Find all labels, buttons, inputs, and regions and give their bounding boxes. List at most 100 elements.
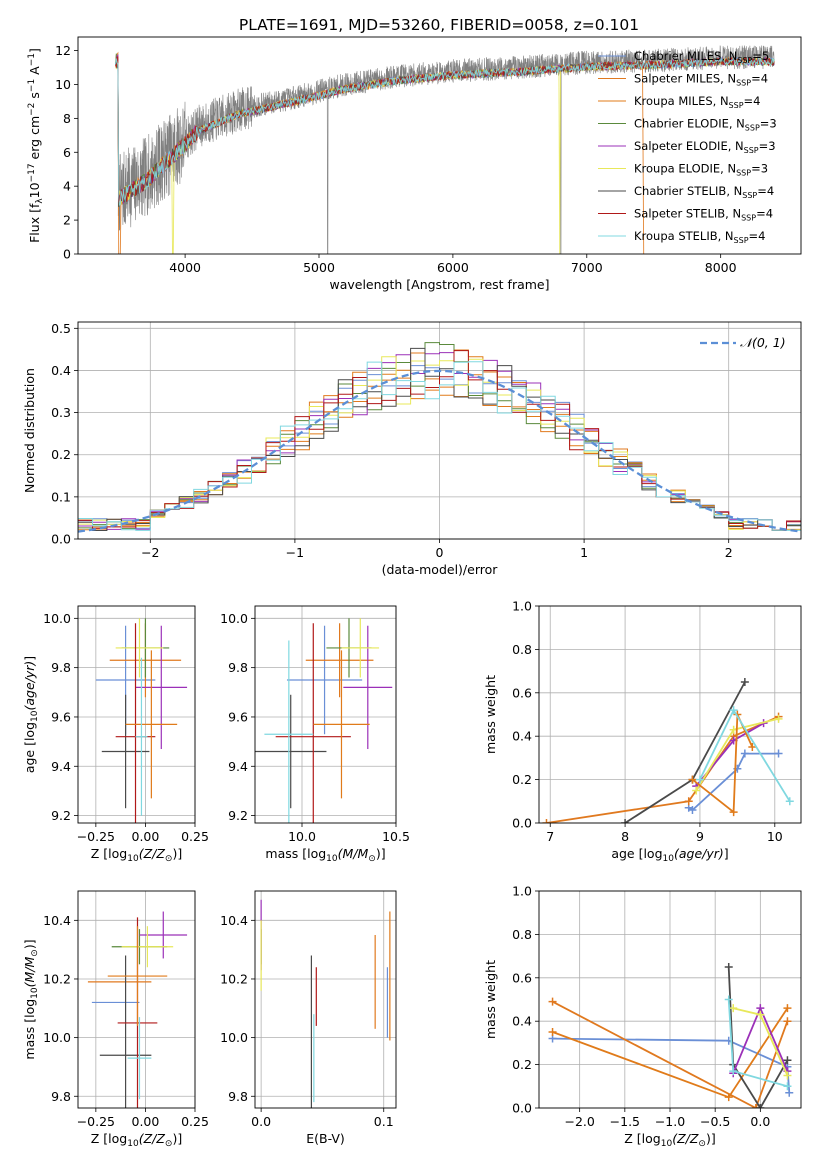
y-tick-label: 10.2 xyxy=(220,971,248,986)
legend-entry-sub: SSP xyxy=(744,146,759,155)
x-tick-label: 0.00 xyxy=(132,829,160,844)
x-tick-label: 10.0 xyxy=(288,829,316,844)
x-axis-label-sub: 10 xyxy=(661,1139,673,1149)
y-tick-label: 9.2 xyxy=(228,808,248,823)
x-tick-label: 10.5 xyxy=(382,829,410,844)
panel-mass-age: 10.0 10.5 9.2 9.4 9.6 9.8 10.0 mass [log10(M/M⊙… xyxy=(220,605,410,864)
axes-frame xyxy=(538,605,802,824)
legend-entry: Salpeter ELODIE, NSSP=3 xyxy=(634,139,776,155)
x-tick-label: −1.5 xyxy=(610,1114,640,1129)
x-axis-label-sub: 10 xyxy=(663,854,675,864)
y-tick-label: 10.0 xyxy=(43,1030,71,1045)
y-tick-label: 9.8 xyxy=(51,1089,71,1104)
legend-entry-sub: SSP xyxy=(742,191,757,200)
x-axis-label-sub: ⊙ xyxy=(165,854,173,864)
legend-entry-n: =5 xyxy=(752,49,769,63)
y-axis-label-tail: (M/M xyxy=(22,957,37,988)
x-axis-label: Z [log10(Z/Z⊙)] xyxy=(91,1131,182,1149)
y-tick-label: 0.1 xyxy=(51,489,71,504)
x-axis-label-tail: (Z/Z xyxy=(672,1131,699,1146)
weight-marker xyxy=(785,797,794,806)
x-tick-label: 0.0 xyxy=(251,1114,271,1129)
y-tick-label: 0.5 xyxy=(51,321,71,336)
plot-area xyxy=(95,618,188,823)
x-tick-label: −2.0 xyxy=(564,1114,594,1129)
y-tick-label: 9.2 xyxy=(51,808,71,823)
panel-z-mass: −0.25 0.00 0.25 9.8 10.0 10.2 10.4 Z [log10(Z/Z… xyxy=(22,890,209,1149)
figure-title: PLATE=1691, MJD=53260, FIBERID=0058, z=0… xyxy=(239,16,639,34)
weight-marker xyxy=(756,1104,765,1108)
weight-line xyxy=(727,966,789,1108)
plot-area xyxy=(548,962,794,1108)
x-axis-label: Z [log10(Z/Z⊙)] xyxy=(624,1131,715,1149)
panel-z-weight: −2.0 −1.5 −1.0 −0.5 0.0 0.0 0.2 0.4 0.6 0.8 1.0 Z [… xyxy=(483,884,802,1149)
x-tick-label: −0.25 xyxy=(77,829,115,844)
legend-entry-n: =4 xyxy=(756,207,773,221)
y-tick-label: 0.2 xyxy=(512,772,532,787)
y-tick-label: 0.8 xyxy=(512,642,532,657)
x-tick-label: 0.25 xyxy=(181,829,209,844)
x-tick-label: 7000 xyxy=(571,260,603,275)
y-tick-label: 9.8 xyxy=(51,660,71,675)
legend-entry-sub: SSP xyxy=(745,124,760,133)
legend-entry: Kroupa STELIB, NSSP=4 xyxy=(634,229,765,245)
x-axis-label: Z [log10(Z/Z⊙)] xyxy=(91,846,182,864)
weight-line xyxy=(691,714,754,814)
x-axis-label-sub: ⊙ xyxy=(698,1139,706,1149)
weight-marker xyxy=(724,962,733,971)
axes-frame xyxy=(77,36,802,255)
legend-entry-n: =3 xyxy=(760,117,777,131)
y-tick-label: 0.3 xyxy=(51,405,71,420)
panel-age-weight: 7 8 9 10 0.0 0.2 0.4 0.6 0.8 1.0 age [log10(age/yr… xyxy=(483,599,802,864)
y-tick-label: 9.4 xyxy=(228,759,248,774)
x-axis-label-sub: 10 xyxy=(127,1139,139,1149)
y-axis-label-sup: −2 xyxy=(27,103,37,116)
y-tick-label: 0.6 xyxy=(512,685,532,700)
y-axis-label-tail: )] xyxy=(22,939,37,949)
y-tick-label: 8 xyxy=(63,111,71,126)
y-tick-label: 10.4 xyxy=(43,913,71,928)
legend-entry: Kroupa ELODIE, NSSP=3 xyxy=(634,162,768,178)
y-axis-label-sub: ⊙ xyxy=(30,949,40,957)
residual-legend: 𝒩(0, 1) xyxy=(700,335,786,350)
legend-entry-sub: SSP xyxy=(734,236,749,245)
x-tick-label: 10 xyxy=(767,829,783,844)
weight-marker xyxy=(783,1071,792,1080)
y-axis-label: Flux [fλ10−17 erg cm−2 s−1 A−1] xyxy=(27,48,45,243)
legend-entry: Kroupa MILES, NSSP=4 xyxy=(634,94,760,110)
axes-decoration: 10.0 10.5 9.2 9.4 9.6 9.8 10.0 mass [log10(M/M⊙… xyxy=(220,605,410,864)
axes-decoration: 0.0 0.1 9.8 10.0 10.2 10.4 E(B-V) xyxy=(220,890,397,1146)
axes-decoration: −0.25 0.00 0.25 9.8 10.0 10.2 10.4 Z [log10(Z/Z… xyxy=(22,890,209,1149)
weight-marker xyxy=(783,1082,792,1091)
y-tick-label: 10.2 xyxy=(43,971,71,986)
legend-entry-sub: SSP xyxy=(736,169,751,178)
legend-entry-n: =3 xyxy=(759,139,776,153)
panel-spectrum: 4000 5000 6000 7000 8000 0 2 4 6 8 10 12 wavelength … xyxy=(27,36,802,292)
legend-entry-sub: SSP xyxy=(736,79,751,88)
normal-reference-curve xyxy=(78,369,801,533)
x-axis-label-sub: ⊙ xyxy=(368,854,376,864)
y-tick-label: 0 xyxy=(63,247,71,262)
x-axis-label: mass [log10(M/M⊙)] xyxy=(265,846,385,864)
y-tick-label: 10.0 xyxy=(220,611,248,626)
y-axis-label-tail: (age/yr) xyxy=(22,661,37,711)
legend-entry-n: =4 xyxy=(757,184,774,198)
y-axis-label-tail: erg cm xyxy=(27,116,42,164)
weight-marker xyxy=(729,808,738,817)
panels: 4000 5000 6000 7000 8000024681012wavelength … xyxy=(22,36,802,1149)
y-axis-label-tail: ] xyxy=(27,48,42,53)
y-tick-label: 9.8 xyxy=(228,660,248,675)
axes-frame xyxy=(77,321,802,540)
x-tick-label: 7 xyxy=(546,829,554,844)
x-tick-label: 1 xyxy=(580,545,588,560)
x-axis-label-tail: )] xyxy=(706,1131,716,1146)
weight-line xyxy=(552,1037,791,1093)
axes-frame xyxy=(538,890,802,1109)
y-axis-label: mass [log10(M/M⊙)] xyxy=(22,939,40,1059)
weight-marker xyxy=(748,743,757,752)
y-tick-label: 0.4 xyxy=(51,363,71,378)
weight-marker xyxy=(783,1017,792,1026)
x-tick-label: 8000 xyxy=(705,260,737,275)
y-tick-label: 9.8 xyxy=(228,1089,248,1104)
